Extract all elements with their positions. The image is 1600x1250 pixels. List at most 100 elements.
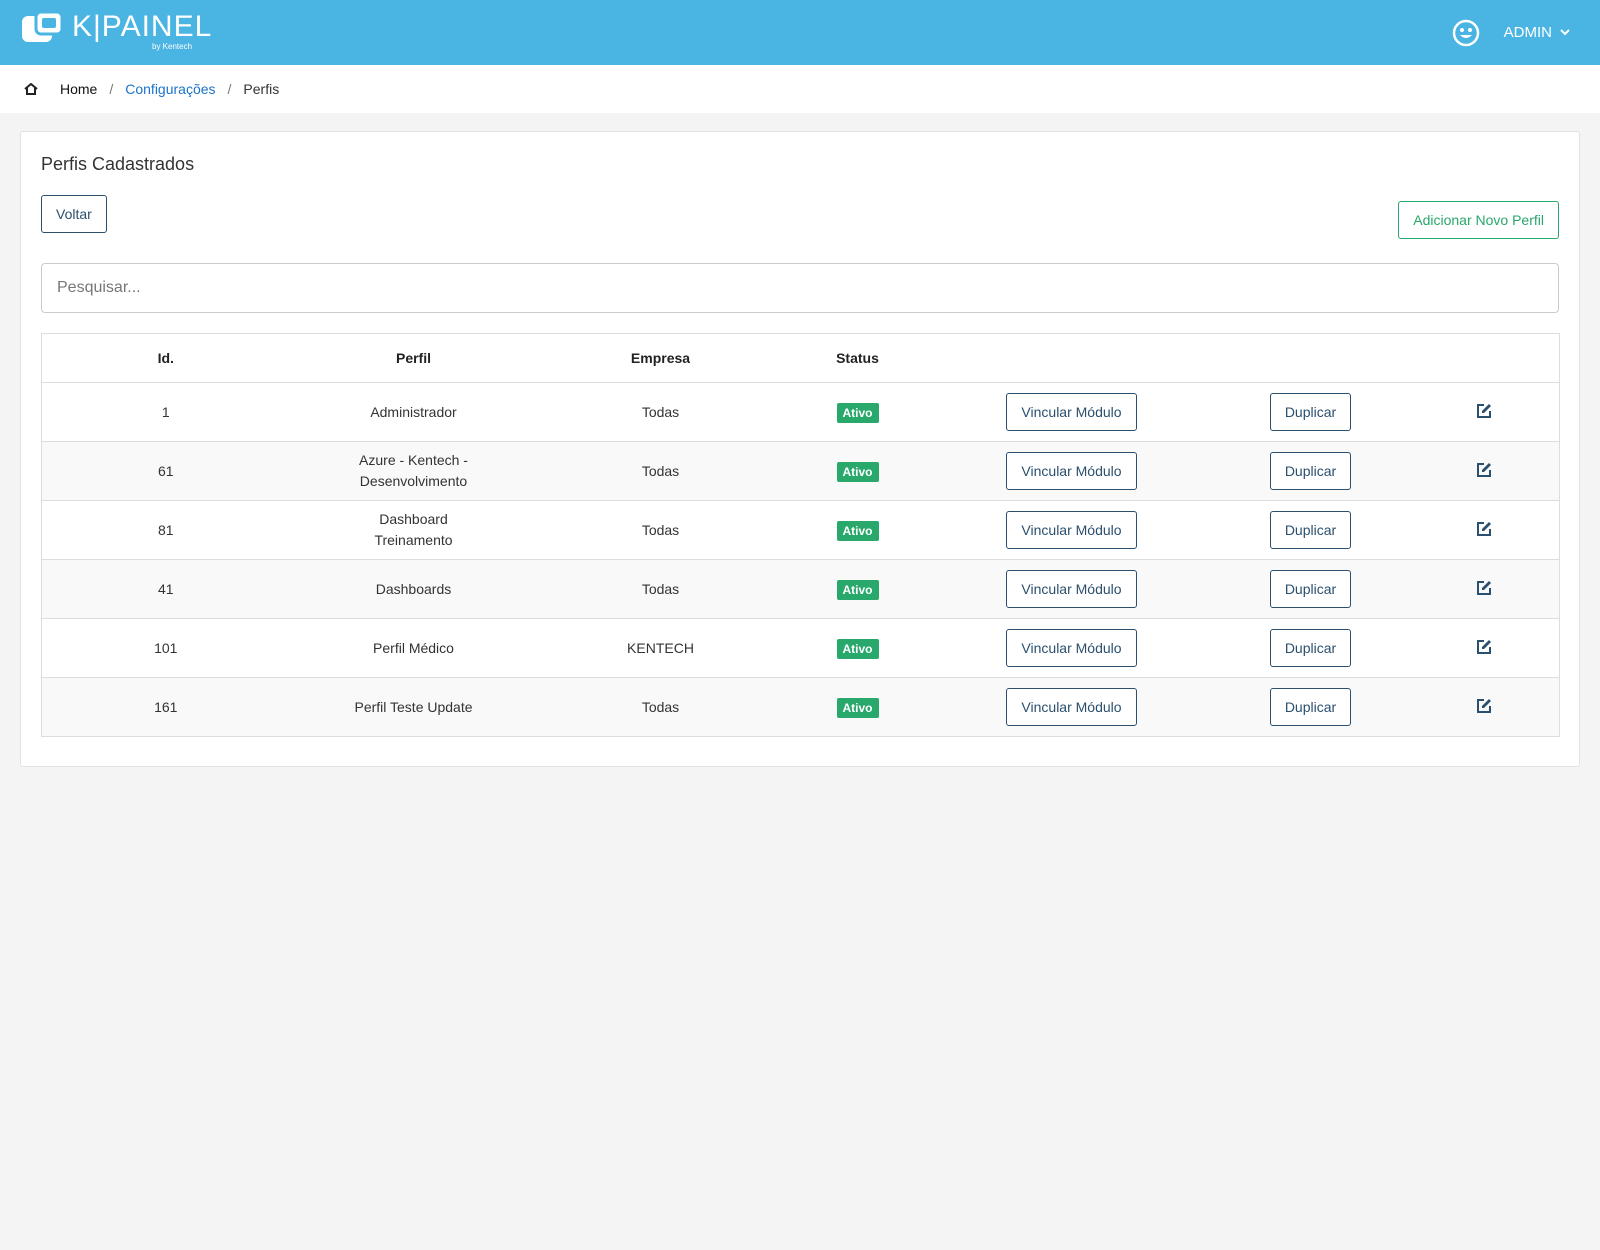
breadcrumb-link[interactable]: Configurações (125, 81, 216, 97)
link-module-button[interactable]: Vincular Módulo (1006, 393, 1137, 431)
cell-profile: Dashboard Treinamento (289, 500, 538, 560)
column-header: Status (836, 350, 879, 366)
table-row: 41 Dashboards Todas Ativo Vincular Módulo Dup… (41, 559, 1560, 619)
link-module-button[interactable]: Vincular Módulo (1006, 570, 1137, 608)
cell-edit (1409, 618, 1560, 678)
cell-profile: Dashboards (289, 559, 538, 619)
cell-duplicate: Duplicar (1211, 441, 1410, 501)
cell-id: 101 (41, 618, 290, 678)
profiles-table: Id. Perfil Empresa Status 1 Administrador Tod… (41, 333, 1560, 737)
table-row: 61 Azure - Kentech - Desenvolvimento Todas… (41, 441, 1560, 501)
column-header: Id. (157, 350, 174, 366)
status-badge: Ativo (836, 521, 879, 541)
cell-company: Todas (537, 441, 784, 501)
cell-status: Ativo (783, 441, 932, 501)
card-title: Perfis Cadastrados (41, 154, 195, 174)
profile-name: Azure - Kentech - Desenvolvimento (359, 452, 468, 489)
cell-company: Todas (537, 382, 784, 442)
cell-link: Vincular Módulo (931, 618, 1212, 678)
logo-text: K|PAINEL (72, 10, 213, 43)
edit-icon[interactable] (1476, 403, 1492, 419)
cell-id: 41 (41, 559, 290, 619)
logo-subtitle: by Kentech (152, 42, 193, 51)
caret (1560, 28, 1570, 35)
cell-status: Ativo (783, 559, 932, 619)
cell-status: Ativo (783, 382, 932, 442)
column-header: Perfil (395, 350, 431, 366)
profile-name: Administrador (370, 403, 457, 420)
cell-edit (1409, 382, 1560, 442)
status-badge: Ativo (836, 580, 879, 600)
cell-duplicate: Duplicar (1211, 677, 1410, 737)
home-icon[interactable] (24, 83, 38, 95)
cell-company: Todas (537, 500, 784, 560)
cell-profile: Perfil Médico (289, 618, 538, 678)
back-button[interactable]: Voltar (41, 195, 107, 233)
column-header-empty (1410, 334, 1560, 383)
duplicate-button[interactable]: Duplicar (1269, 452, 1352, 490)
cell-link: Vincular Módulo (931, 677, 1212, 737)
link-module-button[interactable]: Vincular Módulo (1006, 452, 1137, 490)
cell-profile: Azure - Kentech - Desenvolvimento (289, 441, 538, 501)
status-badge: Ativo (836, 462, 879, 482)
cell-link: Vincular Módulo (931, 500, 1212, 560)
edit-icon[interactable] (1476, 580, 1492, 596)
breadcrumb: Home / Configurações / Perfis (0, 65, 1600, 113)
duplicate-button[interactable]: Duplicar (1269, 511, 1352, 549)
cell-status: Ativo (783, 500, 932, 560)
duplicate-button[interactable]: Duplicar (1269, 629, 1352, 667)
cell-status: Ativo (783, 618, 932, 678)
table-row: 81 Dashboard Treinamento Todas Ativo Vincula… (41, 500, 1560, 560)
cell-link: Vincular Módulo (931, 441, 1212, 501)
cell-company: KENTECH (537, 618, 784, 678)
cell-company: Todas (537, 559, 784, 619)
cell-edit (1409, 441, 1560, 501)
edit-icon[interactable] (1476, 462, 1492, 478)
table-row: 161 Perfil Teste Update Todas Ativo Vincular… (41, 677, 1560, 737)
cell-id: 1 (41, 382, 290, 442)
breadcrumb-home[interactable]: Home (60, 81, 98, 97)
cell-duplicate: Duplicar (1211, 618, 1410, 678)
cell-status: Ativo (783, 677, 932, 737)
duplicate-button[interactable]: Duplicar (1269, 393, 1352, 431)
logo-icon (22, 12, 64, 42)
edit-icon[interactable] (1476, 639, 1492, 655)
table-row: 101 Perfil Médico KENTECH Ativo Vincular Mód… (41, 618, 1560, 678)
profile-name: Perfil Teste Update (354, 698, 473, 715)
cell-link: Vincular Módulo (931, 559, 1212, 619)
link-module-button[interactable]: Vincular Módulo (1006, 629, 1137, 667)
cell-profile: Perfil Teste Update (289, 677, 538, 737)
cell-duplicate: Duplicar (1211, 500, 1410, 560)
duplicate-button[interactable]: Duplicar (1269, 570, 1352, 608)
card: Perfis Cadastrados Voltar Adicionar Novo… (20, 131, 1580, 767)
profile-name: Dashboard Treinamento (374, 511, 453, 548)
breadcrumb-current: Perfis (243, 81, 280, 97)
cell-id: 161 (41, 677, 290, 737)
cell-id: 81 (41, 500, 290, 560)
status-badge: Ativo (836, 698, 879, 718)
duplicate-button[interactable]: Duplicar (1269, 688, 1352, 726)
cell-profile: Administrador (289, 382, 538, 442)
column-header-empty (1212, 334, 1410, 383)
search-input[interactable]: Pesquisar... (41, 263, 1559, 313)
cell-edit (1409, 677, 1560, 737)
edit-icon[interactable] (1476, 698, 1492, 714)
table-row: 1 Administrador Todas Ativo Vincular Módulo D… (41, 382, 1560, 442)
add-button[interactable]: Adicionar Novo Perfil (1398, 201, 1559, 239)
cell-edit (1409, 559, 1560, 619)
logo[interactable]: K|PAINEL by Kentech (22, 10, 213, 51)
cell-duplicate: Duplicar (1211, 559, 1410, 619)
status-badge: Ativo (836, 639, 879, 659)
top-bar: K|PAINEL by Kentech ADMIN (0, 0, 1600, 65)
status-badge: Ativo (836, 403, 879, 423)
cell-link: Vincular Módulo (931, 382, 1212, 442)
column-header-empty (932, 334, 1212, 383)
profile-name: Dashboards (375, 580, 452, 597)
edit-icon[interactable] (1476, 521, 1492, 537)
avatar-icon (1452, 19, 1479, 46)
link-module-button[interactable]: Vincular Módulo (1006, 511, 1137, 549)
cell-company: Todas (537, 677, 784, 737)
user-menu[interactable]: ADMIN (1452, 0, 1570, 65)
user-name: ADMIN (1503, 24, 1552, 41)
link-module-button[interactable]: Vincular Módulo (1006, 688, 1137, 726)
